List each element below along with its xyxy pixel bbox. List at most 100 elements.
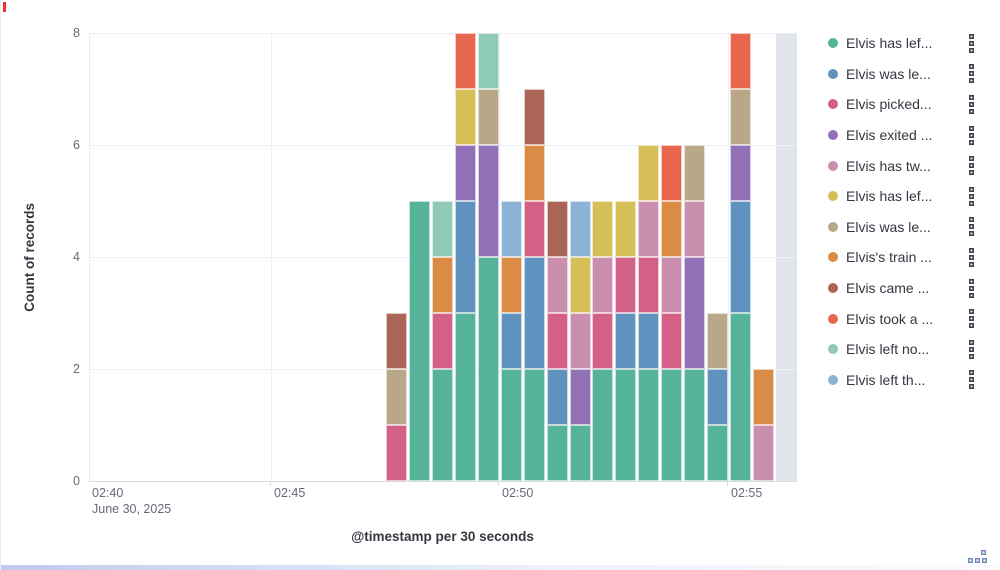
legend-item-label[interactable]: Elvis exited ... (846, 127, 933, 144)
bar-segment[interactable] (753, 369, 775, 425)
bar-segment[interactable] (615, 257, 637, 313)
legend-item[interactable]: Elvis was le... (828, 212, 976, 243)
bar-segment[interactable] (638, 257, 660, 313)
bar-segment[interactable] (730, 145, 752, 201)
bar-segment[interactable] (707, 425, 729, 481)
bar-segment[interactable] (431, 201, 453, 257)
legend-item-label[interactable]: Elvis was le... (846, 218, 931, 235)
bar-segment[interactable] (523, 145, 545, 201)
legend-item-actions-icon[interactable] (967, 154, 976, 177)
legend-item-label[interactable]: Elvis's train ... (846, 249, 932, 266)
bar-segment[interactable] (592, 313, 614, 369)
legend-item-actions-icon[interactable] (967, 246, 976, 269)
bar-segment[interactable] (454, 33, 476, 89)
bar-segment[interactable] (546, 313, 568, 369)
legend-item[interactable]: Elvis left no... (828, 334, 976, 365)
bar-segment[interactable] (730, 33, 752, 89)
legend-item-label[interactable]: Elvis took a ... (846, 310, 934, 327)
bar-segment[interactable] (431, 257, 453, 313)
legend-item-actions-icon[interactable] (967, 32, 976, 55)
bar-segment[interactable] (523, 89, 545, 145)
bar-segment[interactable] (569, 257, 591, 313)
bar-segment[interactable] (546, 201, 568, 257)
bar-segment[interactable] (615, 313, 637, 369)
bar-segment[interactable] (707, 369, 729, 425)
bar-segment[interactable] (684, 201, 706, 257)
bar-segment[interactable] (684, 369, 706, 481)
legend-item[interactable]: Elvis has lef... (828, 181, 976, 212)
bar-segment[interactable] (638, 145, 660, 201)
bar-segment[interactable] (386, 425, 407, 481)
bar-segment[interactable] (477, 89, 499, 145)
legend-item[interactable]: Elvis came ... (828, 273, 976, 304)
legend-item[interactable]: Elvis's train ... (828, 242, 976, 273)
legend-item-actions-icon[interactable] (967, 368, 976, 391)
legend-item[interactable]: Elvis took a ... (828, 303, 976, 334)
bar-segment[interactable] (386, 369, 407, 425)
legend-item[interactable]: Elvis left th... (828, 365, 976, 396)
legend-item-actions-icon[interactable] (967, 307, 976, 330)
bar-segment[interactable] (546, 257, 568, 313)
bar-segment[interactable] (523, 369, 545, 481)
bar-segment[interactable] (592, 257, 614, 313)
bar-segment[interactable] (454, 89, 476, 145)
bar-segment[interactable] (638, 201, 660, 257)
legend-item-label[interactable]: Elvis was le... (846, 65, 931, 82)
legend-item-actions-icon[interactable] (967, 185, 976, 208)
bar-segment[interactable] (408, 201, 430, 481)
legend-item-label[interactable]: Elvis left th... (846, 371, 926, 388)
bar-segment[interactable] (477, 33, 499, 89)
legend-item-actions-icon[interactable] (967, 124, 976, 147)
bar-segment[interactable] (569, 201, 591, 257)
legend-item[interactable]: Elvis has tw... (828, 150, 976, 181)
bar-segment[interactable] (638, 369, 660, 481)
bar-segment[interactable] (661, 257, 683, 313)
bar-segment[interactable] (615, 369, 637, 481)
bar-segment[interactable] (500, 369, 522, 481)
bar-segment[interactable] (431, 313, 453, 369)
legend-item-label[interactable]: Elvis came ... (846, 280, 930, 297)
bar-segment[interactable] (431, 369, 453, 481)
bar-segment[interactable] (500, 313, 522, 369)
bar-segment[interactable] (753, 425, 775, 481)
bar-segment[interactable] (707, 313, 729, 369)
legend-item-actions-icon[interactable] (967, 215, 976, 238)
bar-segment[interactable] (730, 89, 752, 145)
bar-segment[interactable] (477, 145, 499, 257)
legend-item-actions-icon[interactable] (967, 93, 976, 116)
legend-item-label[interactable]: Elvis has lef... (846, 188, 933, 205)
bar-segment[interactable] (500, 201, 522, 257)
bar-segment[interactable] (454, 201, 476, 313)
bar-segment[interactable] (569, 425, 591, 481)
legend-item-label[interactable]: Elvis picked... (846, 96, 932, 113)
bar-segment[interactable] (500, 257, 522, 313)
bar-segment[interactable] (454, 145, 476, 201)
bar-segment[interactable] (730, 201, 752, 313)
bar-segment[interactable] (454, 313, 476, 481)
bar-segment[interactable] (730, 313, 752, 481)
bar-segment[interactable] (592, 201, 614, 257)
legend-item-actions-icon[interactable] (967, 338, 976, 361)
bar-segment[interactable] (546, 369, 568, 425)
bar-segment[interactable] (546, 425, 568, 481)
bar-segment[interactable] (661, 313, 683, 369)
bar-segment[interactable] (661, 145, 683, 201)
bar-segment[interactable] (684, 145, 706, 201)
legend-item[interactable]: Elvis picked... (828, 89, 976, 120)
legend-item[interactable]: Elvis was le... (828, 59, 976, 90)
legend-item[interactable]: Elvis has lef... (828, 28, 976, 59)
legend-item-actions-icon[interactable] (967, 62, 976, 85)
bar-segment[interactable] (684, 257, 706, 369)
bar-segment[interactable] (386, 313, 407, 369)
legend-item-label[interactable]: Elvis left no... (846, 341, 930, 358)
legend-item-actions-icon[interactable] (967, 277, 976, 300)
bar-segment[interactable] (615, 201, 637, 257)
bar-segment[interactable] (569, 313, 591, 369)
bar-segment[interactable] (592, 369, 614, 481)
bar-segment[interactable] (477, 257, 499, 481)
bar-segment[interactable] (661, 201, 683, 257)
bar-segment[interactable] (638, 313, 660, 369)
legend-item[interactable]: Elvis exited ... (828, 120, 976, 151)
bar-segment[interactable] (523, 201, 545, 257)
legend-item-label[interactable]: Elvis has tw... (846, 157, 931, 174)
